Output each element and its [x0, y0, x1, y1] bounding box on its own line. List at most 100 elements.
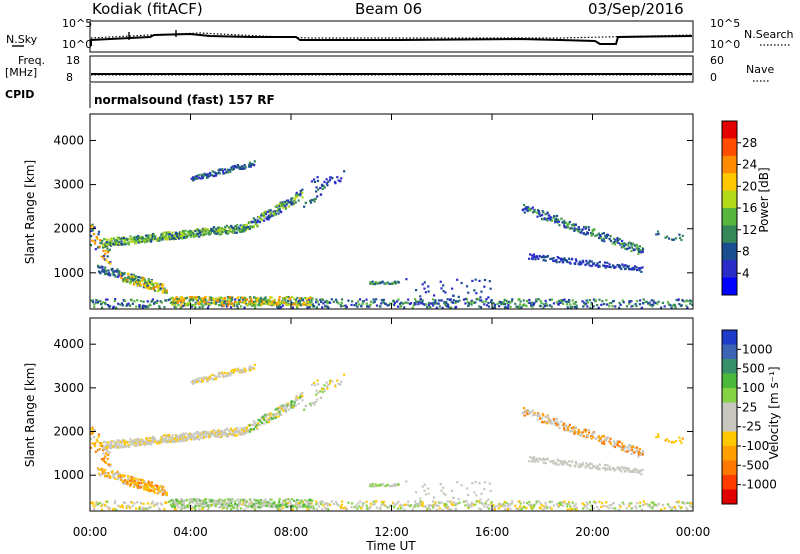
echo-cell [515, 507, 518, 511]
echo-cell [560, 218, 563, 221]
echo-cell [190, 230, 193, 233]
echo-cell [168, 233, 171, 236]
echo-cell [116, 268, 119, 271]
echo-cell [234, 165, 237, 168]
echo-cell [276, 204, 279, 207]
echo-cell [274, 210, 277, 213]
echo-cell [210, 301, 213, 304]
echo-cell [519, 303, 522, 306]
echo-cell [393, 482, 397, 486]
echo-cell [245, 298, 249, 301]
echo-cell [155, 503, 158, 507]
echo-cell [243, 367, 246, 370]
echo-cell [254, 499, 257, 502]
echo-cell [210, 499, 213, 502]
echo-cell [552, 418, 556, 421]
echo-cell [613, 469, 616, 472]
echo-cell [300, 499, 304, 502]
echo-cell [606, 261, 609, 264]
echo-cell [213, 231, 216, 234]
echo-cell [108, 248, 111, 251]
echo-cell [418, 501, 422, 504]
echo-cell [574, 460, 578, 464]
echo-cell [192, 498, 196, 501]
echo-cell [95, 438, 98, 441]
echo-cell [115, 241, 118, 244]
echo-cell [277, 503, 280, 506]
echo-cell [177, 235, 180, 238]
echo-cell [339, 180, 342, 183]
echo-cell [509, 503, 512, 506]
echo-cell [242, 296, 245, 299]
echo-cell [550, 419, 553, 422]
echo-cell [157, 237, 160, 240]
echo-cell [538, 212, 541, 215]
echo-cell [216, 299, 219, 302]
colorbar-swatch [722, 208, 737, 226]
echo-cell [380, 281, 383, 284]
echo-cell [128, 484, 132, 487]
echo-cell [292, 504, 295, 507]
echo-cell [107, 273, 110, 276]
echo-cell [157, 286, 160, 289]
echo-cell [123, 479, 127, 482]
echo-cell [421, 301, 424, 304]
echo-cell [595, 506, 599, 509]
echo-cell [553, 259, 556, 263]
echo-cell [588, 462, 592, 465]
echo-cell [572, 224, 576, 227]
echo-cell [253, 306, 257, 309]
echo-cell [356, 507, 359, 510]
echo-cell [174, 501, 177, 505]
echo-cell [176, 234, 179, 237]
echo-cell [159, 439, 162, 442]
echo-cell [528, 298, 531, 302]
echo-cell [150, 484, 154, 488]
echo-cell [304, 201, 308, 204]
echo-cell [546, 212, 549, 215]
echo-cell [91, 442, 94, 445]
echo-cell [329, 379, 333, 382]
echo-cell [173, 234, 176, 238]
echo-cell [505, 501, 508, 505]
echo-cell [638, 451, 641, 454]
echo-cell [198, 438, 201, 441]
echo-cell [339, 303, 342, 307]
echo-cell [225, 505, 228, 508]
echo-cell [323, 180, 326, 184]
echo-cell [138, 281, 142, 284]
echo-cell [105, 461, 108, 464]
echo-cell [113, 501, 116, 505]
echo-cell [230, 296, 233, 299]
echo-cell [585, 501, 588, 504]
echo-cell [450, 502, 453, 506]
echo-cell [131, 302, 134, 305]
echo-cell [221, 303, 224, 306]
echo-cell [108, 451, 111, 454]
echo-cell [186, 433, 190, 436]
echo-cell [616, 237, 619, 240]
echo-cell [109, 443, 112, 446]
echo-cell [475, 292, 478, 295]
echo-cell [633, 248, 636, 251]
echo-cell [228, 302, 231, 305]
echo-cell [250, 304, 254, 307]
echo-cell [629, 268, 632, 271]
echo-cell [190, 507, 194, 510]
echo-cell [292, 303, 295, 306]
echo-cell [245, 429, 249, 432]
echo-cell [116, 472, 119, 476]
echo-cell [109, 261, 112, 264]
echo-cell [101, 442, 104, 445]
echo-cell [567, 501, 571, 504]
echo-cell [273, 503, 276, 507]
echo-cell [136, 478, 139, 481]
echo-cell [541, 218, 545, 221]
echo-cell [521, 208, 524, 212]
echo-cell [293, 401, 296, 404]
echo-cell [150, 279, 153, 283]
echo-cell [100, 508, 104, 511]
colorbar-swatch [722, 242, 737, 261]
echo-cell [204, 430, 207, 433]
echo-cell [562, 258, 565, 261]
